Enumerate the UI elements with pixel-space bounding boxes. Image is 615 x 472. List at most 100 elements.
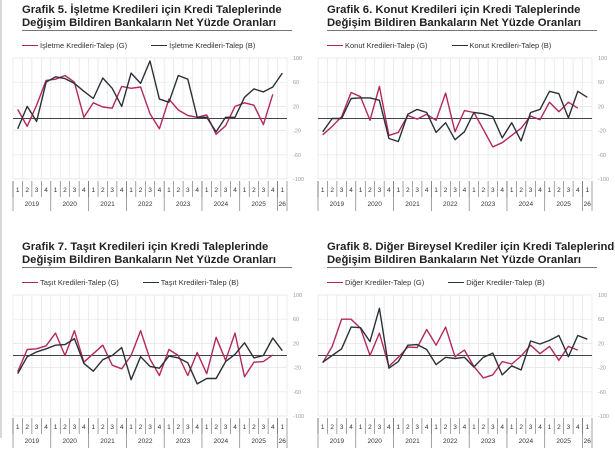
quarter-label: 4 [271, 187, 275, 194]
quarter-label: 3 [529, 424, 533, 431]
chart-panel-5: Grafik 5. İşletme Kredileri için Kredi T… [0, 0, 305, 235]
quarter-label: 3 [262, 424, 266, 431]
year-label: 26 [279, 201, 287, 208]
quarter-label: 1 [472, 424, 476, 431]
quarter-label: 3 [148, 424, 152, 431]
quarter-label: 1 [91, 187, 95, 194]
quarter-label: 3 [340, 424, 344, 431]
quarter-label: 3 [110, 187, 114, 194]
quarter-label: 3 [453, 187, 457, 194]
quarter-label: 4 [44, 187, 48, 194]
quarter-label: 3 [415, 424, 419, 431]
quarter-label: 1 [243, 424, 247, 431]
year-label: 2022 [138, 438, 153, 445]
quarter-label: 2 [214, 187, 218, 194]
quarter-label: 1 [54, 424, 58, 431]
quarter-label: 1 [167, 187, 171, 194]
quarter-label: 4 [120, 424, 124, 431]
chart-panel-8: Grafik 8. Diğer Bireysel Krediler için K… [305, 237, 610, 472]
quarter-label: 1 [16, 187, 20, 194]
quarter-label: 1 [359, 187, 363, 194]
quarter-label: 4 [233, 187, 237, 194]
quarter-label: 2 [519, 424, 523, 431]
quarter-label: 2 [177, 424, 181, 431]
quarter-label: 2 [519, 187, 523, 194]
quarter-label: 1 [396, 424, 400, 431]
quarter-label: 1 [205, 424, 209, 431]
quarter-label: 2 [557, 187, 561, 194]
quarter-label: 2 [101, 424, 105, 431]
y-tick-label: 20 [598, 104, 604, 110]
quarter-label: 2 [557, 424, 561, 431]
quarter-label: 3 [148, 187, 152, 194]
quarter-label: 1 [472, 187, 476, 194]
year-label: 2021 [405, 201, 420, 208]
quarter-label: 4 [158, 187, 162, 194]
quarter-label: 3 [378, 187, 382, 194]
year-label: 2020 [367, 438, 382, 445]
quarter-label: 2 [368, 424, 372, 431]
year-label: 2023 [481, 438, 496, 445]
year-label: 2021 [100, 201, 115, 208]
series-line-b [323, 308, 588, 375]
quarter-label: 1 [167, 424, 171, 431]
quarter-label: 2 [25, 187, 29, 194]
quarter-label: 1 [585, 424, 589, 431]
quarter-label: 2 [444, 424, 448, 431]
quarter-label: 1 [280, 187, 284, 194]
y-tick-label: 60 [293, 317, 299, 323]
year-label: 2024 [519, 438, 534, 445]
year-label: 26 [584, 201, 592, 208]
series-line-b [323, 91, 588, 141]
quarter-label: 3 [224, 424, 228, 431]
quarter-label: 4 [387, 187, 391, 194]
year-label: 2021 [405, 438, 420, 445]
quarter-label: 2 [63, 424, 67, 431]
quarter-label: 4 [44, 424, 48, 431]
year-label: 2019 [330, 201, 345, 208]
quarter-label: 1 [359, 424, 363, 431]
quarter-label: 2 [368, 187, 372, 194]
y-tick-label: -20 [293, 129, 301, 135]
quarter-label: 4 [425, 187, 429, 194]
quarter-label: 1 [321, 187, 325, 194]
quarter-label: 1 [510, 424, 514, 431]
year-label: 2024 [519, 201, 534, 208]
year-label: 2022 [443, 438, 458, 445]
y-tick-label: 100 [293, 56, 302, 62]
quarter-label: 2 [482, 187, 486, 194]
year-label: 2023 [176, 438, 191, 445]
quarter-label: 1 [321, 424, 325, 431]
y-tick-label: 20 [598, 341, 604, 347]
quarter-label: 4 [463, 187, 467, 194]
quarter-label: 4 [120, 187, 124, 194]
quarter-label: 3 [73, 424, 77, 431]
quarter-label: 3 [491, 424, 495, 431]
y-tick-label: -60 [293, 153, 301, 159]
quarter-label: 1 [129, 424, 133, 431]
y-tick-label: 100 [598, 56, 607, 62]
quarter-label: 3 [262, 187, 266, 194]
quarter-label: 3 [491, 187, 495, 194]
chart-panel-7: Grafik 7. Taşıt Kredileri için Kredi Tal… [0, 237, 305, 472]
quarter-label: 1 [548, 187, 552, 194]
year-label: 2022 [443, 201, 458, 208]
year-label: 2024 [214, 201, 229, 208]
y-tick-label: -60 [293, 390, 301, 396]
quarter-label: 3 [35, 187, 39, 194]
quarter-label: 2 [406, 424, 410, 431]
y-tick-label: -100 [293, 177, 304, 183]
quarter-label: 4 [500, 187, 504, 194]
quarter-label: 4 [387, 424, 391, 431]
year-label: 2019 [25, 438, 40, 445]
quarter-label: 2 [406, 187, 410, 194]
y-tick-label: 60 [598, 80, 604, 86]
quarter-label: 4 [500, 424, 504, 431]
quarter-label: 2 [177, 187, 181, 194]
quarter-label: 4 [195, 424, 199, 431]
y-tick-label: 60 [598, 317, 604, 323]
quarter-label: 3 [35, 424, 39, 431]
